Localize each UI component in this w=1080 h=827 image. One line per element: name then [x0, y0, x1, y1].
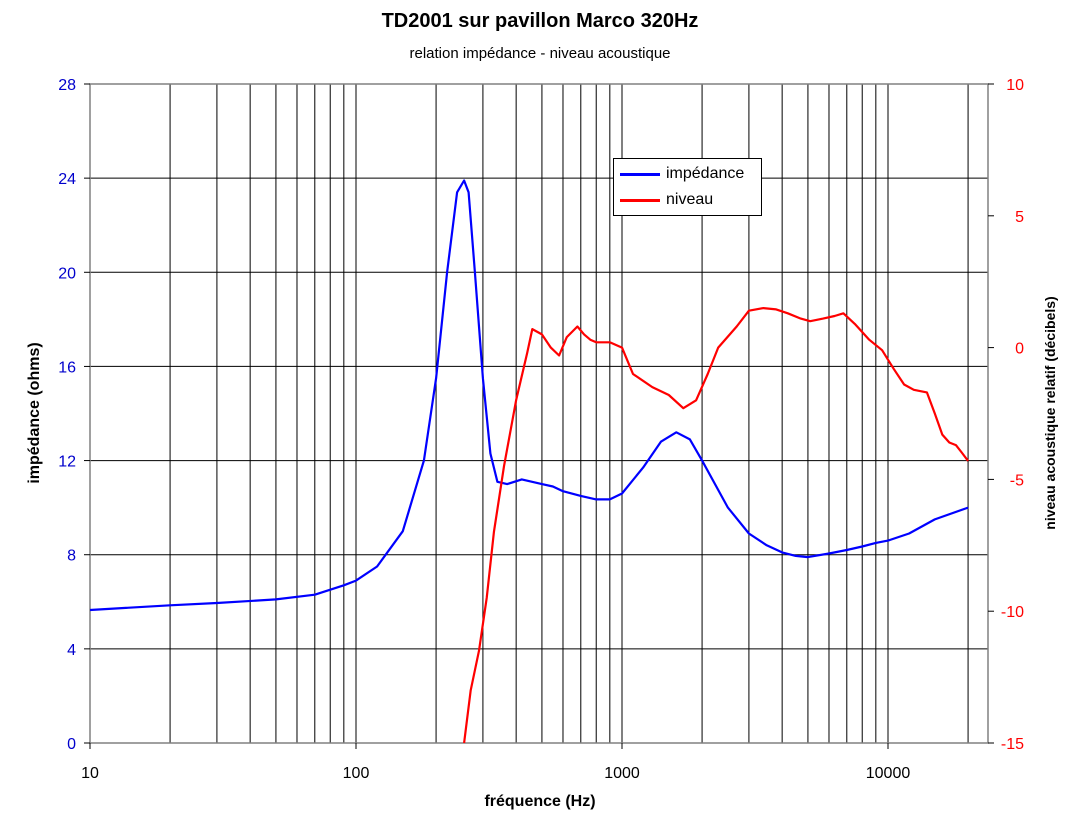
series-line-impedance — [89, 179, 969, 612]
x-axis-label: fréquence (Hz) — [484, 793, 596, 810]
y-right-tick-label: -15 — [1001, 736, 1024, 753]
y-left-tick-label: 8 — [67, 548, 76, 565]
y-left-tick-label: 24 — [58, 171, 76, 188]
y-left-tick-label: 16 — [58, 359, 76, 376]
legend-swatch-impedance — [620, 172, 660, 176]
chart-subtitle: relation impédance - niveau acoustique — [409, 45, 671, 62]
legend-label-niveau: niveau — [666, 191, 714, 208]
legend-item-impedance: impédance — [620, 163, 744, 185]
legend-item-niveau: niveau — [620, 189, 713, 211]
x-tick-label: 1000 — [604, 765, 640, 782]
legend: impédance niveau — [613, 158, 762, 216]
y-left-tick-label: 0 — [67, 736, 76, 753]
y-right-tick-label: -5 — [1010, 472, 1024, 489]
y-right-tick-label: 0 — [1015, 341, 1024, 358]
y-right-tick-label: -10 — [1001, 604, 1024, 621]
y-right-tick-label: 5 — [1015, 209, 1024, 226]
y-right-tick-label: 10 — [1006, 77, 1024, 94]
x-tick-label: 10 — [81, 765, 99, 782]
y-axis-right-label: niveau acoustique relatif (décibels) — [1042, 296, 1058, 530]
chart-title: TD2001 sur pavillon Marco 320Hz — [381, 10, 699, 32]
x-tick-label: 10000 — [866, 765, 911, 782]
y-left-tick-label: 28 — [58, 77, 76, 94]
y-left-tick-label: 4 — [67, 642, 76, 659]
x-tick-label: 100 — [343, 765, 370, 782]
y-axis-left-label: impédance (ohms) — [26, 342, 43, 484]
y-left-tick-label: 20 — [58, 265, 76, 282]
legend-label-impedance: impédance — [666, 165, 745, 182]
series-line-niveau — [463, 307, 969, 744]
plot-border — [89, 83, 989, 744]
y-left-tick-label: 12 — [58, 454, 76, 471]
plot-background — [90, 84, 988, 743]
legend-swatch-niveau — [620, 198, 660, 202]
